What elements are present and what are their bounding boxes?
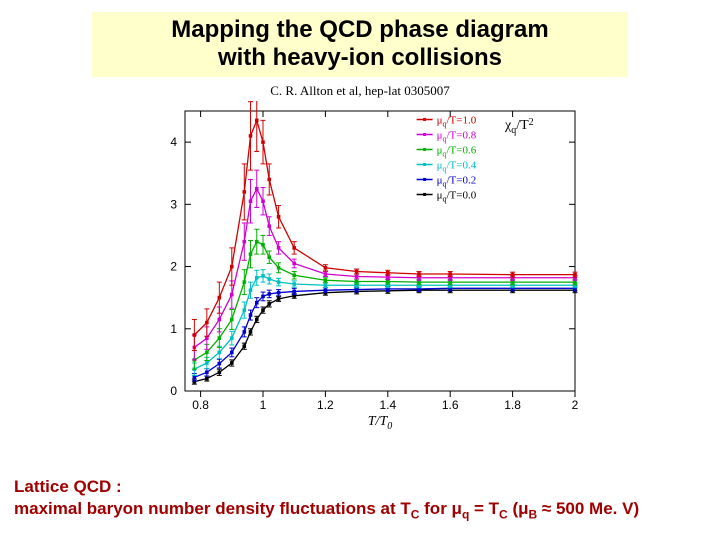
title-box: Mapping the QCD phase diagram with heavy…	[92, 12, 628, 77]
svg-text:1.4: 1.4	[379, 398, 396, 412]
svg-text:T/T0: T/T0	[368, 414, 392, 431]
chart-area: 0.811.21.41.61.8201234T/T0χq/T2μq/T=1.0μ…	[130, 101, 590, 431]
svg-text:1.2: 1.2	[317, 398, 334, 412]
svg-text:3: 3	[170, 198, 177, 212]
susceptibility-chart: 0.811.21.41.61.8201234T/T0χq/T2μq/T=1.0μ…	[130, 101, 590, 431]
svg-text:0.8: 0.8	[192, 398, 209, 412]
svg-text:2: 2	[170, 260, 177, 274]
title-line1: Mapping the QCD phase diagram	[100, 16, 620, 44]
svg-text:2: 2	[572, 398, 579, 412]
svg-text:4: 4	[170, 135, 177, 149]
svg-text:1.8: 1.8	[504, 398, 521, 412]
svg-text:1.6: 1.6	[442, 398, 459, 412]
citation-text: C. R. Allton et al, hep-lat 0305007	[0, 83, 720, 99]
svg-text:1: 1	[170, 322, 177, 336]
caption-line1: Lattice QCD :	[14, 476, 639, 497]
caption: Lattice QCD : maximal baryon number dens…	[14, 476, 639, 522]
title-line2: with heavy-ion collisions	[100, 44, 620, 72]
svg-text:1: 1	[260, 398, 267, 412]
svg-text:0: 0	[170, 384, 177, 398]
caption-line2: maximal baryon number density fluctuatio…	[14, 498, 639, 522]
